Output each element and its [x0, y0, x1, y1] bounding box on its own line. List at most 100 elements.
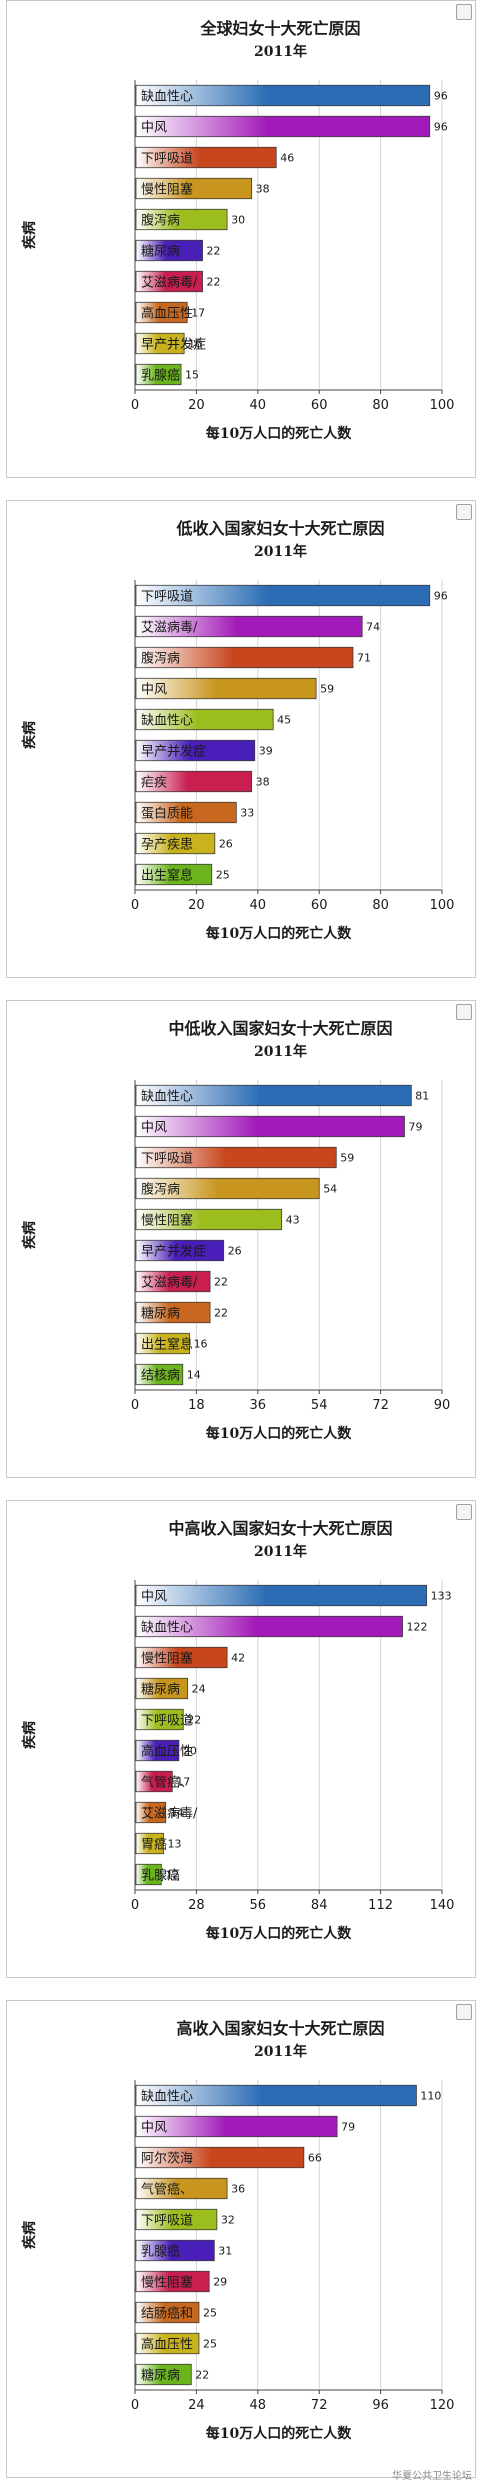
category-label: 中风 [141, 1121, 167, 1136]
bar[interactable] [135, 1584, 428, 1607]
value-label: 22 [187, 1714, 201, 1727]
bar[interactable] [135, 770, 253, 793]
bar[interactable] [135, 1646, 228, 1669]
bar[interactable] [135, 1739, 180, 1762]
chart-svg: 全球妇女十大死亡原因 2011年 0 20 40 60 80 100 每10万人口的死亡人数 疾病… [21, 19, 454, 442]
expand-chart-icon[interactable] [456, 2004, 472, 2020]
bar[interactable] [135, 1615, 403, 1638]
bar[interactable] [135, 2177, 228, 2200]
value-label: 22 [207, 245, 221, 258]
bar[interactable] [135, 146, 277, 169]
expand-chart-icon[interactable] [456, 504, 472, 520]
bar[interactable] [135, 708, 274, 731]
bar[interactable] [135, 584, 431, 607]
category-label: 高血压性 [141, 306, 193, 322]
bar[interactable] [135, 863, 213, 886]
bar[interactable] [135, 1239, 225, 1262]
bar[interactable] [135, 2270, 210, 2293]
bar[interactable] [135, 1363, 184, 1386]
value-label: 22 [195, 2369, 209, 2382]
bar[interactable] [135, 2363, 192, 2386]
value-label: 43 [286, 1214, 300, 1227]
x-tick-label: 20 [188, 398, 205, 413]
category-label: 下呼吸道 [141, 1152, 193, 1167]
bar[interactable] [135, 363, 182, 386]
value-label: 16 [194, 1338, 208, 1351]
value-label: 74 [366, 621, 380, 634]
bar[interactable] [135, 1146, 337, 1169]
bar[interactable] [135, 208, 228, 231]
category-label: 慢性阻塞 [141, 1651, 193, 1667]
expand-chart-icon[interactable] [456, 4, 472, 20]
bar[interactable] [135, 1115, 405, 1138]
chart-frame [6, 500, 476, 978]
x-tick-label: 100 [430, 898, 455, 913]
x-tick-label: 24 [188, 2398, 205, 2413]
value-label: 66 [308, 2152, 322, 2165]
category-label: 糖尿病 [141, 1306, 180, 1322]
bar[interactable] [135, 177, 253, 200]
bar[interactable] [135, 1084, 412, 1107]
category-label: 艾滋病毒/ [141, 1807, 198, 1822]
bar[interactable] [135, 1208, 283, 1231]
bar[interactable] [135, 1708, 184, 1731]
x-tick-label: 40 [250, 398, 267, 413]
x-tick-label: 60 [311, 398, 328, 413]
value-label: 14 [187, 1369, 201, 1382]
bar[interactable] [135, 2146, 305, 2169]
bar[interactable] [135, 301, 188, 324]
expand-chart-icon[interactable] [456, 1504, 472, 1520]
chart-title: 高收入国家妇女十大死亡原因 [176, 2019, 384, 2038]
value-label: 31 [218, 2245, 232, 2258]
bar[interactable] [135, 2208, 218, 2231]
x-tick-label: 18 [188, 1398, 205, 1413]
category-label: 孕产疾患 [141, 838, 193, 853]
value-label: 46 [280, 152, 294, 165]
chart-panel: 中低收入国家妇女十大死亡原因 2011年 0 18 36 54 72 90 每10万人口的死亡人… [0, 1000, 482, 1480]
bar[interactable] [135, 84, 431, 107]
x-axis-label: 每10万人口的死亡人数 [206, 1925, 352, 1942]
bar[interactable] [135, 2239, 215, 2262]
category-label: 高血压性 [141, 1744, 193, 1760]
category-label: 缺血性心 [141, 714, 193, 729]
bar[interactable] [135, 1270, 211, 1293]
chart-subtitle: 2011年 [254, 2043, 307, 2060]
bar[interactable] [135, 832, 216, 855]
bar[interactable] [135, 1832, 164, 1855]
bar[interactable] [135, 1801, 167, 1824]
bar[interactable] [135, 615, 363, 638]
bar[interactable] [135, 1677, 189, 1700]
x-tick-label: 0 [131, 2398, 139, 2413]
bar[interactable] [135, 2301, 200, 2324]
bar[interactable] [135, 1863, 162, 1886]
bar[interactable] [135, 677, 317, 700]
chart-title: 全球妇女十大死亡原因 [199, 19, 360, 38]
bar[interactable] [135, 1301, 211, 1324]
bar[interactable] [135, 1177, 320, 1200]
bar[interactable] [135, 646, 354, 669]
bar[interactable] [135, 115, 431, 138]
expand-chart-icon[interactable] [456, 1004, 472, 1020]
bar[interactable] [135, 1770, 173, 1793]
category-label: 结肠癌和 [141, 2306, 193, 2322]
bar[interactable] [135, 239, 203, 262]
category-label: 艾滋病毒/ [141, 621, 198, 636]
forum-watermark: 华夏公共卫生论坛 [392, 2471, 472, 2482]
bar[interactable] [135, 2084, 417, 2107]
x-tick-label: 48 [250, 2398, 267, 2413]
category-label: 缺血性心 [141, 2090, 193, 2105]
bar[interactable] [135, 332, 185, 355]
category-label: 疟疾 [141, 776, 167, 791]
category-label: 出生窒息 [141, 868, 193, 884]
bar[interactable] [135, 1332, 190, 1355]
bar[interactable] [135, 2115, 338, 2138]
bar[interactable] [135, 739, 256, 762]
x-tick-label: 54 [311, 1398, 328, 1413]
bar[interactable] [135, 801, 237, 824]
value-label: 59 [320, 683, 334, 696]
bar[interactable] [135, 270, 203, 293]
value-label: 36 [231, 2183, 245, 2196]
bar[interactable] [135, 2332, 200, 2355]
value-label: 71 [357, 652, 371, 665]
category-label: 缺血性心 [141, 90, 193, 105]
